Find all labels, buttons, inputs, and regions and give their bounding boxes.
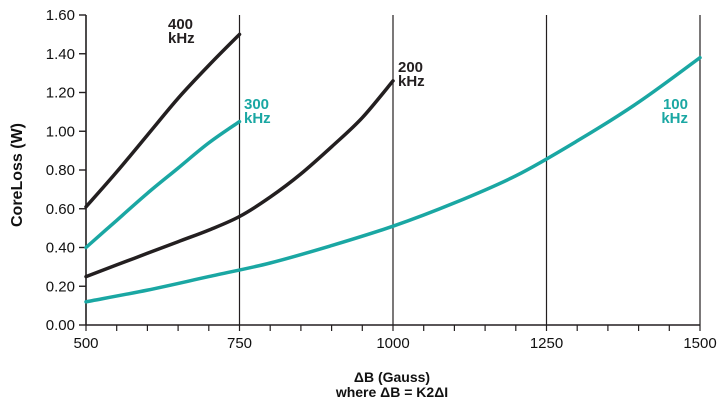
series-line [84, 119, 242, 250]
y-tick-label: 1.60 [46, 7, 75, 24]
x-tick-label: 1000 [376, 335, 409, 352]
x-axis-label: ΔB (Gauss) [354, 369, 430, 385]
y-tick-label: 0.20 [46, 278, 75, 295]
series-lines [84, 32, 702, 304]
x-tick-label: 1250 [530, 335, 563, 352]
series-label: 200 [398, 59, 423, 76]
y-tick-label: 0.40 [46, 240, 75, 257]
series-label: kHz [661, 110, 688, 127]
x-tick-label: 750 [227, 335, 252, 352]
y-tick-label: 1.40 [46, 46, 75, 63]
series-line [84, 55, 702, 304]
x-tick-label: 500 [73, 335, 98, 352]
series-label: kHz [244, 110, 271, 127]
series-label: 300 [244, 96, 269, 113]
y-tick-label: 1.00 [46, 123, 75, 140]
y-tick-label: 1.20 [46, 85, 75, 102]
series-label: kHz [398, 73, 425, 90]
y-tick-label: 0.80 [46, 162, 75, 179]
axes [79, 14, 701, 331]
series-line [84, 32, 242, 209]
series-label: 400 [168, 16, 193, 33]
x-tick-label: 1500 [683, 335, 716, 352]
x-axis-sublabel: where ΔB = K2ΔI [335, 384, 448, 400]
tick-labels: 0.00 0.20 0.40 0.60 0.80 1.00 1.20 1.40 1.60 500 7… [46, 7, 717, 352]
series-line [84, 79, 395, 279]
y-axis-label: CoreLoss (W) [9, 123, 26, 227]
series-label: kHz [168, 30, 195, 47]
y-tick-label: 0.00 [46, 317, 75, 334]
y-tick-label: 0.60 [46, 201, 75, 218]
series-label: 100 [663, 96, 688, 113]
